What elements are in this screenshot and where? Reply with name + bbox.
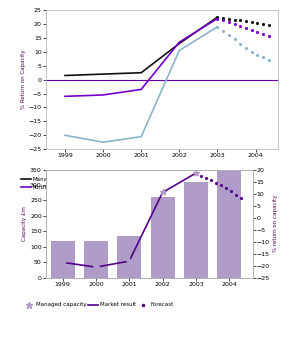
Bar xyxy=(151,197,174,278)
Y-axis label: % return on capacity: % return on capacity xyxy=(273,195,278,253)
Y-axis label: % Return on Capacity: % Return on Capacity xyxy=(21,50,26,109)
Bar xyxy=(51,241,75,278)
Legend: Managed, Portfolio, Market, Forecast, Forecast, Forecast: Managed, Portfolio, Market, Forecast, Fo… xyxy=(21,177,132,190)
Bar xyxy=(217,171,241,278)
Bar xyxy=(84,241,108,278)
Point xyxy=(94,264,98,270)
Legend: Managed capacity, Market result, Forecast: Managed capacity, Market result, Forecas… xyxy=(24,302,173,307)
Point xyxy=(60,260,65,265)
Y-axis label: Capacity £m: Capacity £m xyxy=(22,206,27,241)
Bar xyxy=(117,236,141,278)
Point xyxy=(127,258,131,264)
Point xyxy=(160,190,165,195)
Bar xyxy=(184,182,208,278)
Point xyxy=(194,171,198,176)
